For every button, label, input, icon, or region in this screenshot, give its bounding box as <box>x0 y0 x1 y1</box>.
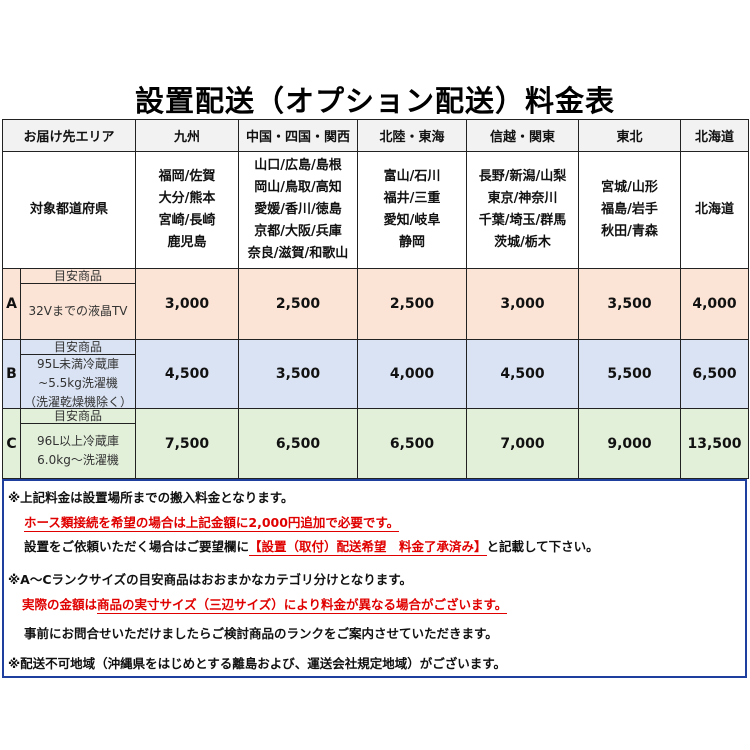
prefecture-cell: 長野/新潟/山梨 東京/神奈川 千葉/埼玉/群馬 茨城/栃木 <box>466 151 580 269</box>
price-cell: 6,500 <box>680 339 750 409</box>
prefecture-line: 東京/神奈川 <box>487 191 558 206</box>
header-label: お届け先エリア <box>1 119 137 152</box>
prefecture-cell: 富山/石川福井/三重愛知/岐阜静岡 <box>357 151 468 269</box>
price-cell: 4,500 <box>466 339 580 409</box>
prefecture-line: 山口/広島/島根 <box>254 158 342 173</box>
prefecture-line: 愛知/岐阜 <box>383 213 441 228</box>
prefecture-label: 対象都道府県 <box>1 151 137 269</box>
price-cell: 2,500 <box>238 268 359 340</box>
price-cell: 6,500 <box>357 408 468 479</box>
note-request-text: 設置をご依頼いただく場合はご要望欄に <box>24 539 250 554</box>
rank-label: 目安商品 <box>21 409 136 424</box>
rank-item: ~5.5kg洗濯機 <box>38 376 118 390</box>
prefecture-cell: 宮城/山形福島/岩手秋田/青森 <box>578 151 682 269</box>
rank-letter: C <box>2 408 21 479</box>
rank-item: 95L未満冷蔵庫 <box>37 357 119 371</box>
note-actual-size-text: 商品の実寸サイズ（三辺サイズ）により料金が異なる場合がございます。 <box>97 597 508 614</box>
price-cell: 7,000 <box>466 408 580 479</box>
rank-letter: A <box>2 268 21 340</box>
note-actual-size-lead: 実際の金額は <box>22 597 98 612</box>
page-title: 設置配送（オプション配送）料金表 <box>134 84 615 118</box>
prefecture-cell: 福岡/佐賀大分/熊本宮崎/長崎鹿児島 <box>135 151 240 269</box>
area-header: 九州 <box>135 119 240 152</box>
prefecture-line: 福井/三重 <box>383 191 441 206</box>
area-header: 北陸・東海 <box>357 119 468 152</box>
price-cell: 3,500 <box>578 268 682 340</box>
note-request-tail: と記載して下さい。 <box>486 539 599 554</box>
prefecture-line: 静岡 <box>399 235 426 250</box>
rank-row: A 目安商品 32Vまでの液晶TV 3,000 2,500 2,500 3,000 3,500… <box>2 268 750 340</box>
header-row: お届け先エリア 九州 中国・四国・関西 北陸・東海 信越・関東 東北 北海道 <box>1 119 750 152</box>
prefecture-cell: 山口/広島/島根 岡山/鳥取/高知 愛媛/香川/徳島 京都/大阪/兵庫 奈良/滋賀/和歌… <box>238 151 359 269</box>
note-request: 設置をご依頼いただく場合はご要望欄に【設置（取付）配送希望 料金了承済み】と記載… <box>24 536 599 556</box>
prefecture-line: 北海道 <box>695 202 735 217</box>
note-no-delivery: ※配送不可地域（沖縄県をはじめとする離島および、運送会社規定地域）がございます。 <box>8 656 507 671</box>
rank-description-cell: 目安商品 96L以上冷蔵庫 6.0kg～洗濯機 <box>19 408 137 479</box>
prefecture-line: 宮崎/長崎 <box>158 213 216 228</box>
prefecture-line: 長野/新潟/山梨 <box>478 169 567 184</box>
price-cell: 9,000 <box>578 408 682 479</box>
price-cell: 6,500 <box>238 408 359 479</box>
note-carry-in: ※上記料金は設置場所までの搬入料金となります。 <box>8 490 294 505</box>
price-cell: 2,500 <box>357 268 468 340</box>
note-categories: ※A～Cランクサイズの目安商品はおおまかなカテゴリ分けとなります。 <box>8 572 413 587</box>
note-inquiry: 事前にお問合せいただけましたらご検討商品のランクをご案内させていただきます。 <box>24 626 498 641</box>
rank-item: 32Vまでの液晶TV <box>28 304 128 318</box>
rank-description-cell: 目安商品 95L未満冷蔵庫 ~5.5kg洗濯機 （洗濯乾燥機除く） <box>19 339 137 409</box>
price-cell: 3,000 <box>466 268 580 340</box>
prefecture-line: 鹿児島 <box>167 235 207 250</box>
prefecture-line: 大分/熊本 <box>158 191 216 206</box>
prefecture-line: 千葉/埼玉/群馬 <box>478 213 567 228</box>
prefecture-line: 奈良/滋賀/和歌山 <box>247 246 349 261</box>
prefecture-line: 富山/石川 <box>383 169 441 184</box>
prefecture-line: 岡山/鳥取/高知 <box>254 180 342 195</box>
prefecture-line: 福島/岩手 <box>601 202 658 217</box>
prefecture-line: 京都/大阪/兵庫 <box>254 224 342 239</box>
rank-letter: B <box>2 339 21 409</box>
area-header: 東北 <box>578 119 682 152</box>
price-cell: 4,500 <box>135 339 240 409</box>
rank-item: 96L以上冷蔵庫 <box>37 434 119 448</box>
rank-row: B 目安商品 95L未満冷蔵庫 ~5.5kg洗濯機 （洗濯乾燥機除く） 4,500 3,50… <box>2 339 750 409</box>
note-hose: ホース類接続を希望の場合は上記金額に2,000円追加で必要です。 <box>24 515 400 532</box>
price-cell: 3,000 <box>135 268 240 340</box>
rank-row: C 目安商品 96L以上冷蔵庫 6.0kg～洗濯機 7,500 6,500 6,500 7,0… <box>2 408 750 479</box>
rank-item: 6.0kg～洗濯機 <box>37 453 119 467</box>
prefecture-row: 対象都道府県 福岡/佐賀 大分/熊本 宮崎/長崎 鹿児島 山口/広島/島根 岡山/鳥取/高… <box>1 151 750 269</box>
area-header: 北海道 <box>680 119 750 152</box>
rank-label: 目安商品 <box>21 269 136 284</box>
prefecture-line: 福岡/佐賀 <box>158 169 216 184</box>
price-table: お届け先エリア 九州 中国・四国・関西 北陸・東海 信越・関東 東北 北海道 対象都道府県… <box>1 119 750 479</box>
area-header: 信越・関東 <box>466 119 580 152</box>
price-cell: 13,500 <box>680 408 750 479</box>
rank-label: 目安商品 <box>21 340 136 355</box>
prefecture-line: 愛媛/香川/徳島 <box>254 202 342 217</box>
prefecture-line: 秋田/青森 <box>601 224 658 239</box>
rank-description-cell: 目安商品 32Vまでの液晶TV <box>19 268 137 340</box>
note-actual-size: 実際の金額は商品の実寸サイズ（三辺サイズ）により料金が異なる場合がございます。 <box>22 594 508 614</box>
rank-item: （洗濯乾燥機除く） <box>24 395 133 409</box>
price-cell: 3,500 <box>238 339 359 409</box>
prefecture-line: 茨城/栃木 <box>494 235 551 250</box>
note-request-phrase: 【設置（取付）配送希望 料金了承済み】 <box>249 539 487 556</box>
notes-box: ※上記料金は設置場所までの搬入料金となります。 ホース類接続を希望の場合は上記金… <box>2 479 747 678</box>
area-header: 中国・四国・関西 <box>238 119 359 152</box>
prefecture-cell: 北海道 <box>680 151 750 269</box>
price-cell: 4,000 <box>357 339 468 409</box>
price-cell: 4,000 <box>680 268 750 340</box>
price-cell: 5,500 <box>578 339 682 409</box>
price-cell: 7,500 <box>135 408 240 479</box>
prefecture-line: 宮城/山形 <box>601 180 658 195</box>
